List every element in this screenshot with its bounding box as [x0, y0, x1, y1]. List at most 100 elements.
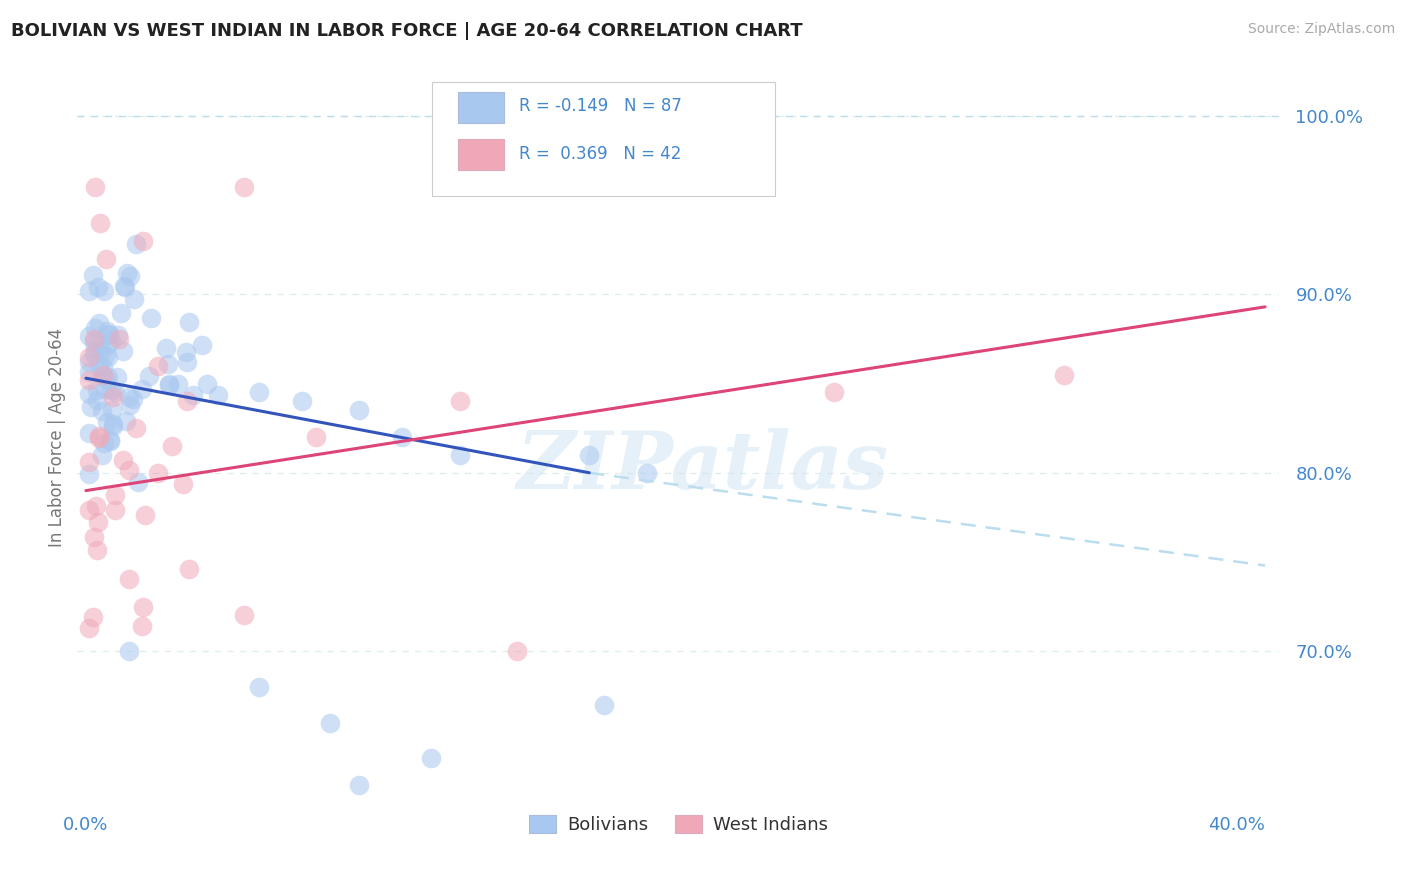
Point [79, 365, 101, 379]
Point [91, 367, 114, 381]
Point [172, 477, 194, 491]
Point [179, 562, 201, 576]
Point [247, 680, 270, 694]
Point [96, 324, 118, 338]
Point [101, 390, 124, 404]
Point [86, 542, 108, 557]
Point [122, 292, 145, 306]
Point [118, 398, 141, 412]
Point [112, 278, 135, 293]
Point [100, 383, 122, 397]
Point [84, 500, 107, 514]
Point [146, 359, 169, 373]
Point [174, 345, 197, 359]
Point [107, 332, 129, 346]
Point [183, 388, 205, 402]
Point [134, 508, 156, 522]
Point [155, 341, 177, 355]
Point [233, 180, 256, 194]
Point [86, 383, 108, 397]
Point [90, 404, 112, 418]
Point [89, 431, 111, 445]
Point [77, 387, 100, 401]
Point [233, 608, 256, 623]
Point [83, 332, 105, 346]
Point [94, 382, 117, 396]
Point [146, 466, 169, 480]
Point [118, 572, 141, 586]
Point [104, 385, 127, 400]
Point [90, 344, 112, 359]
Point [86, 392, 108, 407]
Point [100, 402, 122, 417]
Point [98, 434, 121, 448]
Point [190, 338, 212, 352]
Point [449, 394, 471, 409]
Point [77, 503, 100, 517]
Point [107, 328, 129, 343]
Point [97, 370, 120, 384]
Point [291, 394, 314, 409]
Point [121, 392, 143, 406]
Point [160, 439, 183, 453]
Point [305, 430, 328, 444]
Point [120, 268, 142, 283]
Point [1053, 368, 1076, 382]
Point [125, 236, 148, 251]
Text: R = -0.149   N = 87: R = -0.149 N = 87 [519, 96, 682, 115]
Point [578, 448, 600, 462]
Point [77, 284, 100, 298]
Point [90, 448, 112, 462]
Point [103, 418, 125, 433]
Point [114, 280, 136, 294]
Point [104, 488, 127, 502]
Point [101, 417, 124, 431]
Point [449, 448, 471, 462]
Point [77, 425, 100, 440]
Point [125, 420, 148, 434]
Point [77, 350, 100, 364]
Point [94, 371, 117, 385]
Point [91, 368, 114, 383]
Point [391, 430, 413, 444]
Point [347, 403, 370, 417]
Point [77, 373, 100, 387]
Point [93, 285, 115, 299]
Point [111, 343, 134, 358]
Point [132, 599, 155, 614]
Point [87, 515, 110, 529]
Point [98, 434, 121, 448]
Point [82, 609, 104, 624]
Text: Source: ZipAtlas.com: Source: ZipAtlas.com [1247, 22, 1395, 37]
Point [111, 453, 134, 467]
Point [117, 390, 139, 404]
Point [179, 315, 201, 329]
Point [84, 342, 107, 356]
Point [131, 619, 153, 633]
Point [132, 234, 155, 248]
Point [195, 376, 218, 391]
Point [207, 388, 229, 402]
Text: R =  0.369   N = 42: R = 0.369 N = 42 [519, 145, 681, 163]
Point [110, 305, 132, 319]
Point [100, 334, 122, 348]
Point [77, 467, 100, 482]
Point [84, 321, 107, 335]
Point [103, 503, 125, 517]
Point [114, 414, 136, 428]
Point [83, 180, 105, 194]
Point [176, 394, 198, 409]
Point [156, 357, 179, 371]
Point [97, 327, 120, 342]
Point [592, 698, 614, 712]
Point [94, 252, 117, 266]
Point [167, 376, 190, 391]
Text: BOLIVIAN VS WEST INDIAN IN LABOR FORCE | AGE 20-64 CORRELATION CHART: BOLIVIAN VS WEST INDIAN IN LABOR FORCE |… [11, 22, 803, 40]
Point [77, 329, 100, 343]
FancyBboxPatch shape [458, 139, 505, 170]
Point [94, 349, 117, 363]
Point [105, 370, 128, 384]
Point [636, 466, 658, 480]
Point [87, 359, 110, 373]
Point [83, 347, 105, 361]
